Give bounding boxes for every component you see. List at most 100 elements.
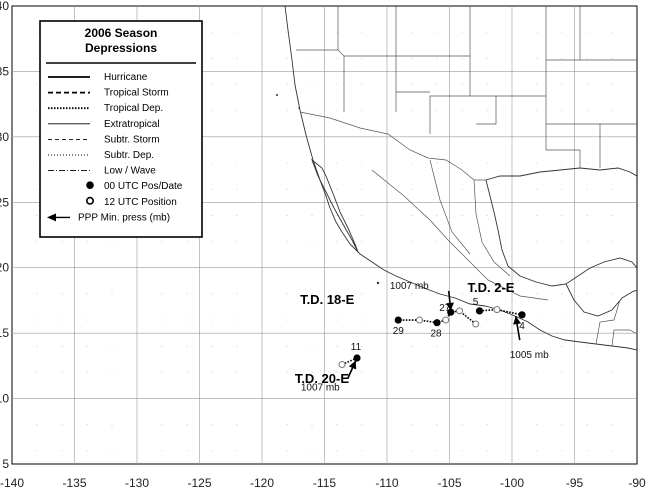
- legend-label: 00 UTC Pos/Date: [104, 181, 183, 192]
- grid-dot: [536, 345, 538, 347]
- grid-dot: [311, 345, 313, 347]
- grid-dot: [236, 31, 238, 33]
- pacific-coastline: [284, 5, 638, 351]
- legend-label: PPP Min. press (mb): [78, 212, 170, 223]
- track-point-00utc: [518, 311, 526, 319]
- legend-item-subtr-dep: Subtr. Dep.: [48, 150, 154, 161]
- island-channel: [298, 107, 300, 109]
- lat-tick-label: 40: [0, 0, 9, 13]
- grid-dot: [236, 188, 238, 190]
- track-point-00utc: [447, 308, 455, 316]
- lat-tick-label: 25: [0, 195, 9, 209]
- grid-dot: [536, 162, 538, 164]
- grid-dot: [461, 162, 463, 164]
- grid-dot: [536, 57, 538, 59]
- grid-dot: [361, 371, 363, 373]
- grid-dot: [336, 424, 338, 426]
- grid-dot: [611, 31, 613, 33]
- grid-dot: [561, 110, 563, 112]
- grid-dot: [36, 450, 38, 452]
- grid-dot: [411, 84, 413, 85]
- lat-tick-label: 30: [0, 130, 9, 144]
- grid-dot: [336, 241, 338, 242]
- grid-dot: [211, 371, 213, 373]
- grid-dot: [311, 371, 313, 373]
- grid-dot: [436, 424, 438, 426]
- grid-dot: [111, 371, 113, 373]
- grid-dot: [361, 57, 363, 59]
- grid-dot: [236, 424, 238, 426]
- grid-dot: [586, 450, 588, 452]
- grid-dot: [336, 57, 338, 59]
- grid-dot: [61, 424, 63, 426]
- grid-dot: [111, 293, 113, 295]
- grid-dot: [336, 371, 338, 373]
- grid-dot: [286, 84, 288, 85]
- grid-dot: [436, 241, 438, 242]
- grid-dot: [461, 319, 463, 321]
- grid-dot: [111, 241, 113, 242]
- grid-dot: [611, 110, 613, 112]
- grid-dot: [411, 345, 413, 347]
- grid-dot: [486, 214, 488, 216]
- grid-dot: [461, 31, 463, 33]
- grid-dot: [336, 450, 338, 452]
- grid-dot: [311, 241, 313, 242]
- grid-dot: [36, 162, 38, 164]
- grid-dot: [36, 84, 38, 85]
- grid-dot: [536, 371, 538, 373]
- grid-dot: [411, 214, 413, 216]
- grid-dot: [36, 424, 38, 426]
- grid-dot: [361, 162, 363, 164]
- legend-item-arrow: PPP Min. press (mb): [47, 212, 170, 223]
- lon-tick-label: -120: [250, 476, 274, 490]
- grid-dot: [561, 84, 563, 85]
- grid-dot: [211, 450, 213, 452]
- grid-dot: [586, 214, 588, 216]
- grid-dot: [86, 450, 88, 452]
- track-date-label: 27: [439, 303, 451, 314]
- track-date-label: 4: [519, 321, 525, 332]
- grid-dot: [286, 345, 288, 347]
- grid-dot: [36, 241, 38, 242]
- grid-dot: [236, 214, 238, 216]
- grid-dot: [36, 31, 38, 33]
- grid-dot: [111, 424, 113, 426]
- grid-dot: [336, 31, 338, 33]
- track-date-label: 28: [430, 329, 442, 340]
- grid-dot: [236, 319, 238, 321]
- grid-dot: [436, 214, 438, 216]
- grid-dot: [561, 57, 563, 59]
- legend-label: Tropical Dep.: [104, 103, 163, 114]
- legend-item-subtr-storm: Subtr. Storm: [48, 134, 160, 145]
- lon-tick-label: -125: [187, 476, 211, 490]
- grid-dot: [611, 371, 613, 373]
- grid-dot: [286, 450, 288, 452]
- grid-dot: [461, 188, 463, 190]
- grid-dot: [236, 293, 238, 295]
- min-pressure-arrow-head: [513, 316, 522, 325]
- grid-dot: [461, 214, 463, 216]
- legend-swatch-open-dot: [86, 196, 95, 205]
- grid-dot: [611, 188, 613, 190]
- grid-dot: [486, 84, 488, 85]
- legend-label: Low / Wave: [104, 166, 156, 177]
- storm-name-label: T.D. 20-E: [295, 371, 350, 386]
- track-point-12utc: [472, 320, 480, 328]
- lat-tick-label: 5: [2, 457, 9, 471]
- grid-dot: [411, 424, 413, 426]
- grid-dot: [361, 214, 363, 216]
- grid-dot: [361, 345, 363, 347]
- track-point-00utc: [475, 307, 484, 315]
- grid-dot: [411, 241, 413, 242]
- grid-dot: [411, 188, 413, 190]
- track-line: [479, 308, 523, 316]
- grid-dot: [161, 345, 163, 347]
- grid-dot: [36, 319, 38, 321]
- lon-tick-label: -130: [125, 476, 149, 490]
- grid-dot: [36, 345, 38, 347]
- political-borders: [296, 6, 638, 347]
- grid-dot: [411, 450, 413, 452]
- grid-dot: [186, 345, 188, 347]
- legend-title-line1: 2006 Season: [85, 26, 158, 40]
